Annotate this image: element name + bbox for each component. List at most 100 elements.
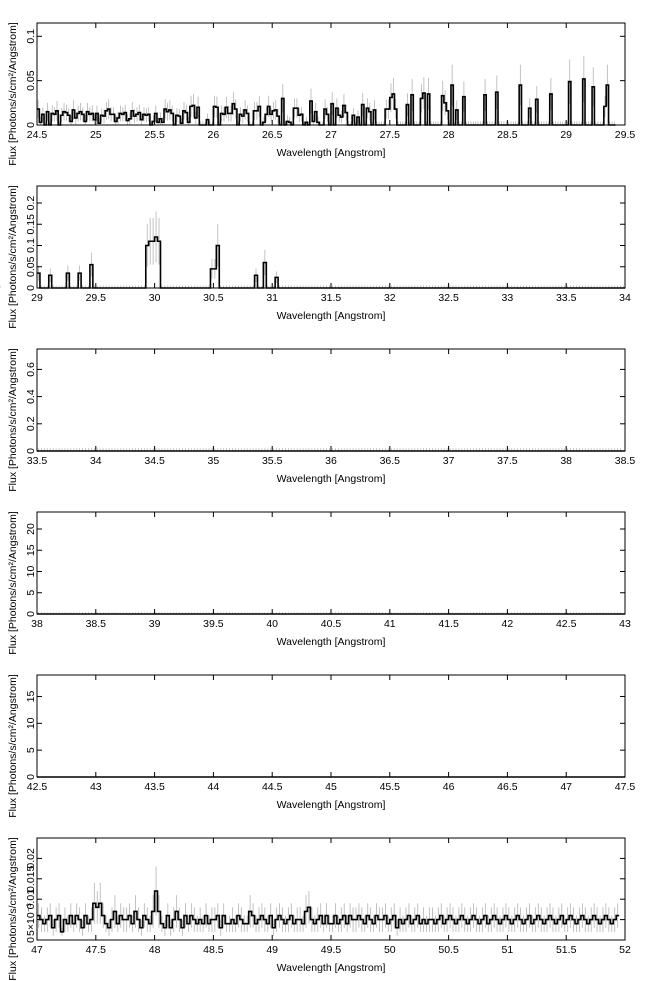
y-tick-label: 0.2 xyxy=(25,196,37,211)
y-tick-label: 0 xyxy=(25,774,37,780)
x-tick-label: 25.5 xyxy=(144,129,165,141)
y-tick-label: 5 xyxy=(25,747,37,753)
y-tick-label: 0.02 xyxy=(25,848,37,869)
spectrum-panel: 24.5 25 25.5 26 26.5 27 27.5 28 28.5 29 29.5 0 0.05 0… xyxy=(7,22,635,166)
x-tick-label: 38.5 xyxy=(615,455,636,467)
spectrum-panel: 38 38.5 39 39.5 40 40.5 41 41.5 42 42.5 43 0 5 10 15 20… xyxy=(7,511,631,655)
x-tick-label: 45 xyxy=(325,781,337,793)
y-tick-label: 0.1 xyxy=(25,29,37,44)
spectrum-panel: 42.5 43 43.5 44 44.5 45 45.5 46 46.5 47 47.5 0 5 10 15… xyxy=(7,674,635,818)
x-tick-label: 26 xyxy=(208,129,220,141)
y-tick-label: 20 xyxy=(25,523,37,535)
x-tick-label: 40 xyxy=(266,618,278,630)
y-tick-label: 0 xyxy=(25,448,37,454)
x-tick-label: 33 xyxy=(502,292,514,304)
y-tick-label: 5×10⁻³ xyxy=(25,903,37,936)
x-axis-title: Wavelength [Angstrom] xyxy=(277,962,386,974)
x-tick-label: 40.5 xyxy=(321,618,342,630)
x-axis-title: Wavelength [Angstrom] xyxy=(277,636,386,648)
x-tick-label: 38 xyxy=(31,618,43,630)
x-tick-label: 39.5 xyxy=(203,618,224,630)
plot-frame xyxy=(36,185,626,289)
x-tick-label: 51 xyxy=(502,944,514,956)
x-tick-label: 24.5 xyxy=(27,129,48,141)
y-tick-label: 15 xyxy=(25,544,37,556)
x-tick-label: 52 xyxy=(619,944,631,956)
y-tick-label: 0.4 xyxy=(25,389,37,404)
x-tick-label: 30.5 xyxy=(203,292,224,304)
x-tick-label: 29 xyxy=(31,292,43,304)
y-tick-label: 0.1 xyxy=(25,238,37,253)
x-tick-label: 27 xyxy=(325,129,337,141)
x-tick-label: 49.5 xyxy=(321,944,342,956)
x-tick-label: 39 xyxy=(149,618,161,630)
x-tick-label: 47.5 xyxy=(86,944,107,956)
x-tick-label: 50.5 xyxy=(438,944,459,956)
x-tick-label: 47.5 xyxy=(615,781,636,793)
y-axis-title: Flux [Photons/s/cm²/Angstrom] xyxy=(7,511,19,655)
x-tick-label: 27.5 xyxy=(380,129,401,141)
x-tick-label: 36.5 xyxy=(380,455,401,467)
x-tick-label: 28.5 xyxy=(497,129,518,141)
y-tick-label: 0.05 xyxy=(25,70,37,91)
x-tick-label: 34 xyxy=(619,292,631,304)
x-tick-label: 37 xyxy=(443,455,455,467)
x-tick-label: 26.5 xyxy=(262,129,283,141)
y-tick-label: 0 xyxy=(25,937,37,943)
x-tick-label: 45.5 xyxy=(380,781,401,793)
x-tick-label: 33.5 xyxy=(27,455,48,467)
x-tick-label: 29.5 xyxy=(615,129,636,141)
x-tick-label: 42.5 xyxy=(556,618,577,630)
histogram-series xyxy=(37,890,620,933)
y-tick-label: 0.01 xyxy=(25,889,37,910)
y-axis-title: Flux [Photons/s/cm²/Angstrom] xyxy=(7,837,19,981)
x-tick-label: 34 xyxy=(90,455,102,467)
y-axis-title: Flux [Photons/s/cm²/Angstrom] xyxy=(7,185,19,329)
y-tick-label: 0.015 xyxy=(25,866,37,892)
x-tick-label: 25 xyxy=(90,129,102,141)
y-tick-label: 15 xyxy=(25,690,37,702)
y-tick-label: 5 xyxy=(25,590,37,596)
x-tick-label: 48.5 xyxy=(203,944,224,956)
y-tick-label: 0.2 xyxy=(25,416,37,431)
x-tick-label: 30 xyxy=(149,292,161,304)
x-tick-label: 41.5 xyxy=(438,618,459,630)
x-tick-label: 28 xyxy=(443,129,455,141)
x-tick-label: 44.5 xyxy=(262,781,283,793)
x-tick-label: 29 xyxy=(560,129,572,141)
y-tick-label: 0.15 xyxy=(25,214,37,235)
x-axis-title: Wavelength [Angstrom] xyxy=(277,799,386,811)
x-axis-title: Wavelength [Angstrom] xyxy=(277,310,386,322)
x-tick-label: 44 xyxy=(208,781,220,793)
x-tick-label: 48 xyxy=(149,944,161,956)
y-tick-label: 0.6 xyxy=(25,362,37,377)
histogram-series xyxy=(37,236,625,289)
y-axis-title: Flux [Photons/s/cm²/Angstrom] xyxy=(7,674,19,818)
x-tick-label: 42 xyxy=(502,618,514,630)
x-tick-label: 32 xyxy=(384,292,396,304)
x-tick-label: 33.5 xyxy=(556,292,577,304)
x-tick-label: 34.5 xyxy=(144,455,165,467)
x-tick-label: 41 xyxy=(384,618,396,630)
x-tick-label: 50 xyxy=(384,944,396,956)
x-tick-label: 35.5 xyxy=(262,455,283,467)
y-tick-label: 0 xyxy=(25,122,37,128)
x-tick-label: 29.5 xyxy=(86,292,107,304)
x-tick-label: 46.5 xyxy=(497,781,518,793)
x-axis-title: Wavelength [Angstrom] xyxy=(277,147,386,159)
x-tick-label: 46 xyxy=(443,781,455,793)
plot-frame xyxy=(36,674,626,778)
plot-frame xyxy=(36,348,626,452)
y-tick-label: 0 xyxy=(25,611,37,617)
y-tick-label: 0.05 xyxy=(25,256,37,277)
spectrum-panel: 29 29.5 30 30.5 31 31.5 32 32.5 33 33.5 34 0 0.05 0.1… xyxy=(0,185,631,329)
x-tick-label: 31.5 xyxy=(321,292,342,304)
spectrum-panel: 33.5 34 34.5 35 35.5 36 36.5 37 37.5 38 38.5 0 0.2 0.… xyxy=(7,348,635,492)
x-tick-label: 38.5 xyxy=(86,618,107,630)
x-tick-label: 43 xyxy=(619,618,631,630)
x-tick-label: 49 xyxy=(266,944,278,956)
x-tick-label: 31 xyxy=(266,292,278,304)
x-tick-label: 47 xyxy=(31,944,43,956)
y-axis-title: Flux [Photons/s/cm²/Angstrom] xyxy=(7,348,19,492)
